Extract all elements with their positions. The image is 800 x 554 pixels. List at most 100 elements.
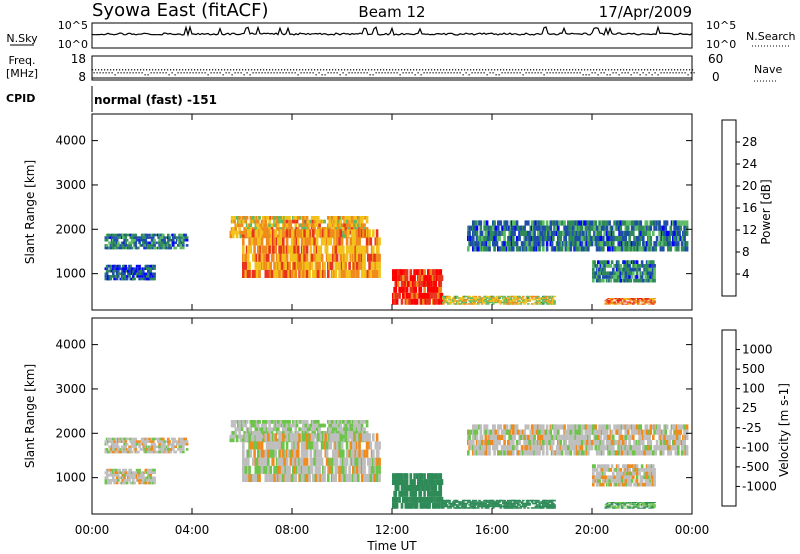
power-cell (567, 241, 570, 247)
velocity-cell (368, 465, 371, 474)
power-cell (424, 292, 428, 299)
power-cell (138, 236, 141, 239)
freq-dot (230, 69, 232, 71)
power-cell (392, 269, 395, 276)
nave-dot (525, 72, 527, 74)
power-cell (639, 220, 643, 226)
velocity-cell (278, 423, 281, 428)
velocity-cell (233, 423, 236, 428)
power-cell (153, 244, 156, 247)
power-cell (645, 299, 649, 301)
freq-dot (335, 69, 337, 71)
power-cell (104, 275, 108, 278)
power-cell (632, 230, 635, 236)
power-cell (408, 292, 411, 299)
velocity-cell (289, 423, 293, 428)
velocity-cell (113, 445, 116, 449)
velocity-cell (134, 437, 138, 441)
velocity-cell (492, 499, 495, 502)
velocity-cell (172, 442, 175, 446)
nave-dot (135, 72, 137, 74)
nave-dot (558, 72, 560, 74)
power-cell (394, 286, 398, 293)
power-cell (619, 225, 623, 231)
power-cell (338, 269, 341, 278)
nave-dot (396, 72, 398, 74)
power-cell (124, 264, 128, 268)
power-cell (339, 245, 343, 254)
power-cell (439, 281, 443, 287)
nave-dot (321, 74, 323, 76)
power-cell (497, 298, 500, 301)
velocity-cell (465, 502, 469, 505)
power-cell (273, 237, 276, 246)
power-cell (419, 292, 423, 299)
cpid-value: normal (fast) -151 (94, 93, 217, 107)
nave-dot (633, 72, 635, 74)
power-cell (653, 300, 656, 302)
freq-dot (545, 69, 547, 71)
velocity-cell (523, 507, 526, 509)
power-cell (477, 298, 480, 301)
power-cell (594, 271, 598, 276)
power-cell (289, 253, 293, 262)
velocity-cell (117, 479, 120, 482)
power-cell (258, 253, 261, 262)
velocity-cell (468, 507, 471, 509)
power-cell (179, 244, 183, 247)
freq-dot (323, 69, 325, 71)
power-cell (124, 236, 128, 239)
y-tick-label: 4000 (55, 134, 86, 148)
power-cell (128, 275, 131, 278)
velocity-cell (344, 465, 348, 474)
velocity-cell (233, 420, 236, 424)
power-cell (503, 241, 506, 247)
power-cell (333, 223, 336, 228)
velocity-cell (342, 465, 345, 474)
velocity-cell (167, 445, 170, 449)
freq-dot (161, 69, 163, 71)
power-cell (524, 235, 528, 242)
freq-dot (593, 69, 595, 71)
freq-dot (413, 69, 415, 71)
power-cell (542, 246, 545, 252)
freq-dot (224, 69, 226, 71)
power-cell (588, 230, 591, 236)
power-cell (653, 298, 656, 300)
freq-dot (356, 69, 358, 71)
power-cell (545, 220, 549, 226)
freq-dot (527, 69, 529, 71)
freq-dot (491, 69, 493, 71)
nave-dot (507, 72, 509, 74)
velocity-cell (462, 504, 465, 506)
power-cell (313, 253, 316, 262)
power-cell (489, 300, 493, 302)
power-cell (130, 241, 134, 245)
nave-dot (366, 72, 368, 74)
velocity-cell (320, 441, 324, 450)
freq-dot (275, 69, 277, 71)
velocity-cell (344, 420, 348, 424)
velocity-cell (288, 465, 291, 474)
power-cell (365, 245, 369, 254)
power-cell (315, 219, 319, 224)
power-cell (472, 235, 475, 242)
velocity-cell (124, 468, 128, 472)
velocity-cell (474, 499, 478, 502)
velocity-cell (312, 433, 315, 442)
velocity-cell (247, 449, 250, 458)
power-cell (635, 275, 639, 279)
velocity-cell (347, 433, 350, 442)
velocity-cell (289, 457, 293, 466)
power-cell (492, 225, 495, 231)
power-cell (113, 238, 116, 242)
velocity-cell (104, 440, 108, 443)
velocity-cell (115, 481, 119, 485)
power-cell (315, 237, 319, 246)
nave-dot (147, 74, 149, 76)
power-cell (248, 229, 251, 238)
power-cell (363, 253, 366, 262)
power-cell (378, 253, 381, 262)
power-cell (580, 225, 584, 231)
